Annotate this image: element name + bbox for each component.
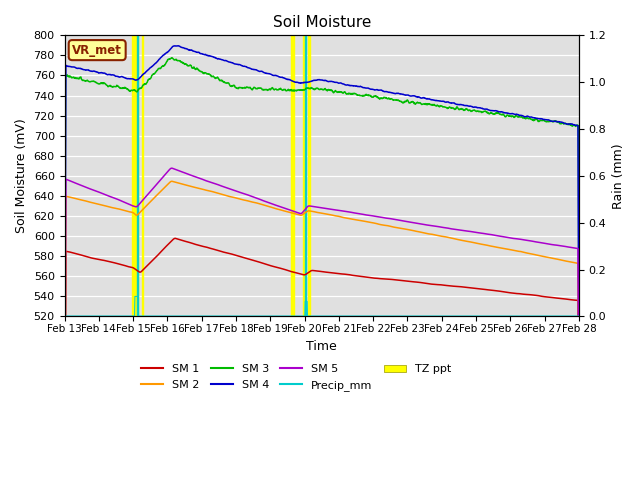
Bar: [305, 36, 307, 316]
Bar: [308, 36, 310, 316]
Bar: [137, 36, 138, 316]
X-axis label: Time: Time: [307, 340, 337, 353]
Text: VR_met: VR_met: [72, 44, 122, 57]
Bar: [132, 36, 138, 316]
Y-axis label: Soil Moisture (mV): Soil Moisture (mV): [15, 119, 28, 233]
Bar: [141, 36, 143, 316]
Legend: SM 1, SM 2, SM 3, SM 4, SM 5, Precip_mm, TZ ppt: SM 1, SM 2, SM 3, SM 4, SM 5, Precip_mm,…: [136, 360, 456, 395]
Title: Soil Moisture: Soil Moisture: [273, 15, 371, 30]
Bar: [303, 36, 305, 316]
Y-axis label: Rain (mm): Rain (mm): [612, 143, 625, 209]
Bar: [291, 36, 294, 316]
